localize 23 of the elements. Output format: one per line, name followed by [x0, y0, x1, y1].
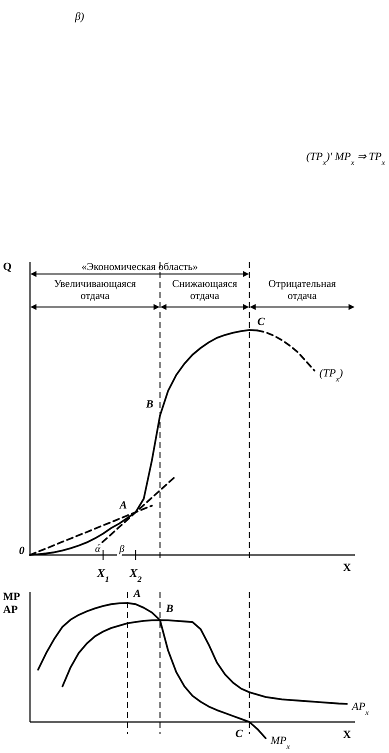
text: Отрицательная отдача: [268, 279, 336, 302]
text: «Экономическая область»: [82, 262, 198, 273]
series-label: AP$_{x}$: [350, 700, 370, 716]
annotation: C: [235, 728, 244, 740]
annotation: B: [165, 603, 174, 616]
series-label: (TP$_{x}$): [319, 368, 344, 383]
text: (TP$_{x}$)′ MP$_{x}$ ⇒ TP$_{x}$: [306, 151, 386, 166]
text: 0: [19, 545, 25, 557]
text: Снижающаяся отдача: [172, 279, 238, 302]
x-tick-label: X$_{2}$: [128, 566, 142, 584]
text: A: [132, 588, 141, 600]
text: Увеличивающаяся отдача: [54, 279, 136, 302]
x-tick-label: X$_{1}$: [96, 566, 110, 584]
y-axis-title: MP AP: [3, 591, 20, 616]
series-label: MP$_{x}$: [270, 735, 291, 751]
x-axis-title: X: [343, 562, 351, 574]
annotation: β: [118, 544, 124, 555]
y-axis-title: Q: [3, 261, 12, 273]
annotation: A: [118, 499, 127, 512]
x-axis-title: X: [343, 729, 351, 741]
annotation: B: [145, 398, 154, 410]
text: β): [74, 11, 84, 23]
text: C: [257, 316, 266, 328]
